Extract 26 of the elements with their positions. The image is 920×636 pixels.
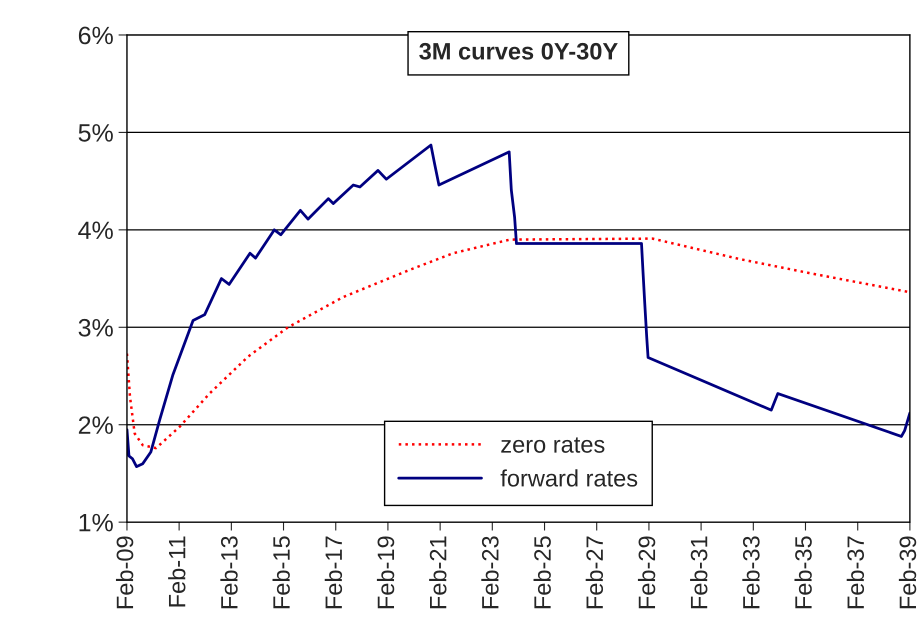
chart-title: 3M curves 0Y-30Y	[419, 42, 618, 60]
y-tick-label: 6%	[78, 26, 113, 44]
x-tick-label: Feb-11	[168, 536, 186, 606]
x-tick-label: Feb-23	[481, 536, 499, 608]
x-tick-label: Feb-33	[742, 536, 760, 608]
x-tick-label: Feb-21	[429, 536, 446, 608]
x-tick-label: Feb-25	[534, 536, 551, 608]
line-series	[126, 144, 910, 468]
x-tick-label: Feb-09	[116, 536, 134, 608]
x-tick-label: Feb-15	[272, 536, 290, 608]
x-tick-label: Feb-29	[638, 536, 656, 608]
x-tick-label: Feb-35	[794, 536, 812, 608]
x-tick-label: Feb-37	[846, 536, 864, 608]
y-tick-label: 1%	[80, 514, 113, 532]
legend-label: zero rates	[501, 437, 604, 453]
x-tick-label: Feb-31	[690, 536, 708, 608]
x-tick-label: Feb-39	[898, 536, 916, 608]
x-tick-label: Feb-19	[376, 536, 394, 608]
y-tick-label: 5%	[78, 124, 113, 142]
y-tick-label: 3%	[78, 318, 113, 337]
x-tick-label: Feb-13	[220, 536, 238, 608]
x-tick-label: Feb-27	[586, 536, 604, 608]
y-tick-label: 2%	[78, 416, 113, 434]
y-tick-label: 4%	[78, 222, 113, 240]
legend-label: forward rates	[500, 469, 638, 487]
x-tick-label: Feb-17	[324, 536, 342, 608]
